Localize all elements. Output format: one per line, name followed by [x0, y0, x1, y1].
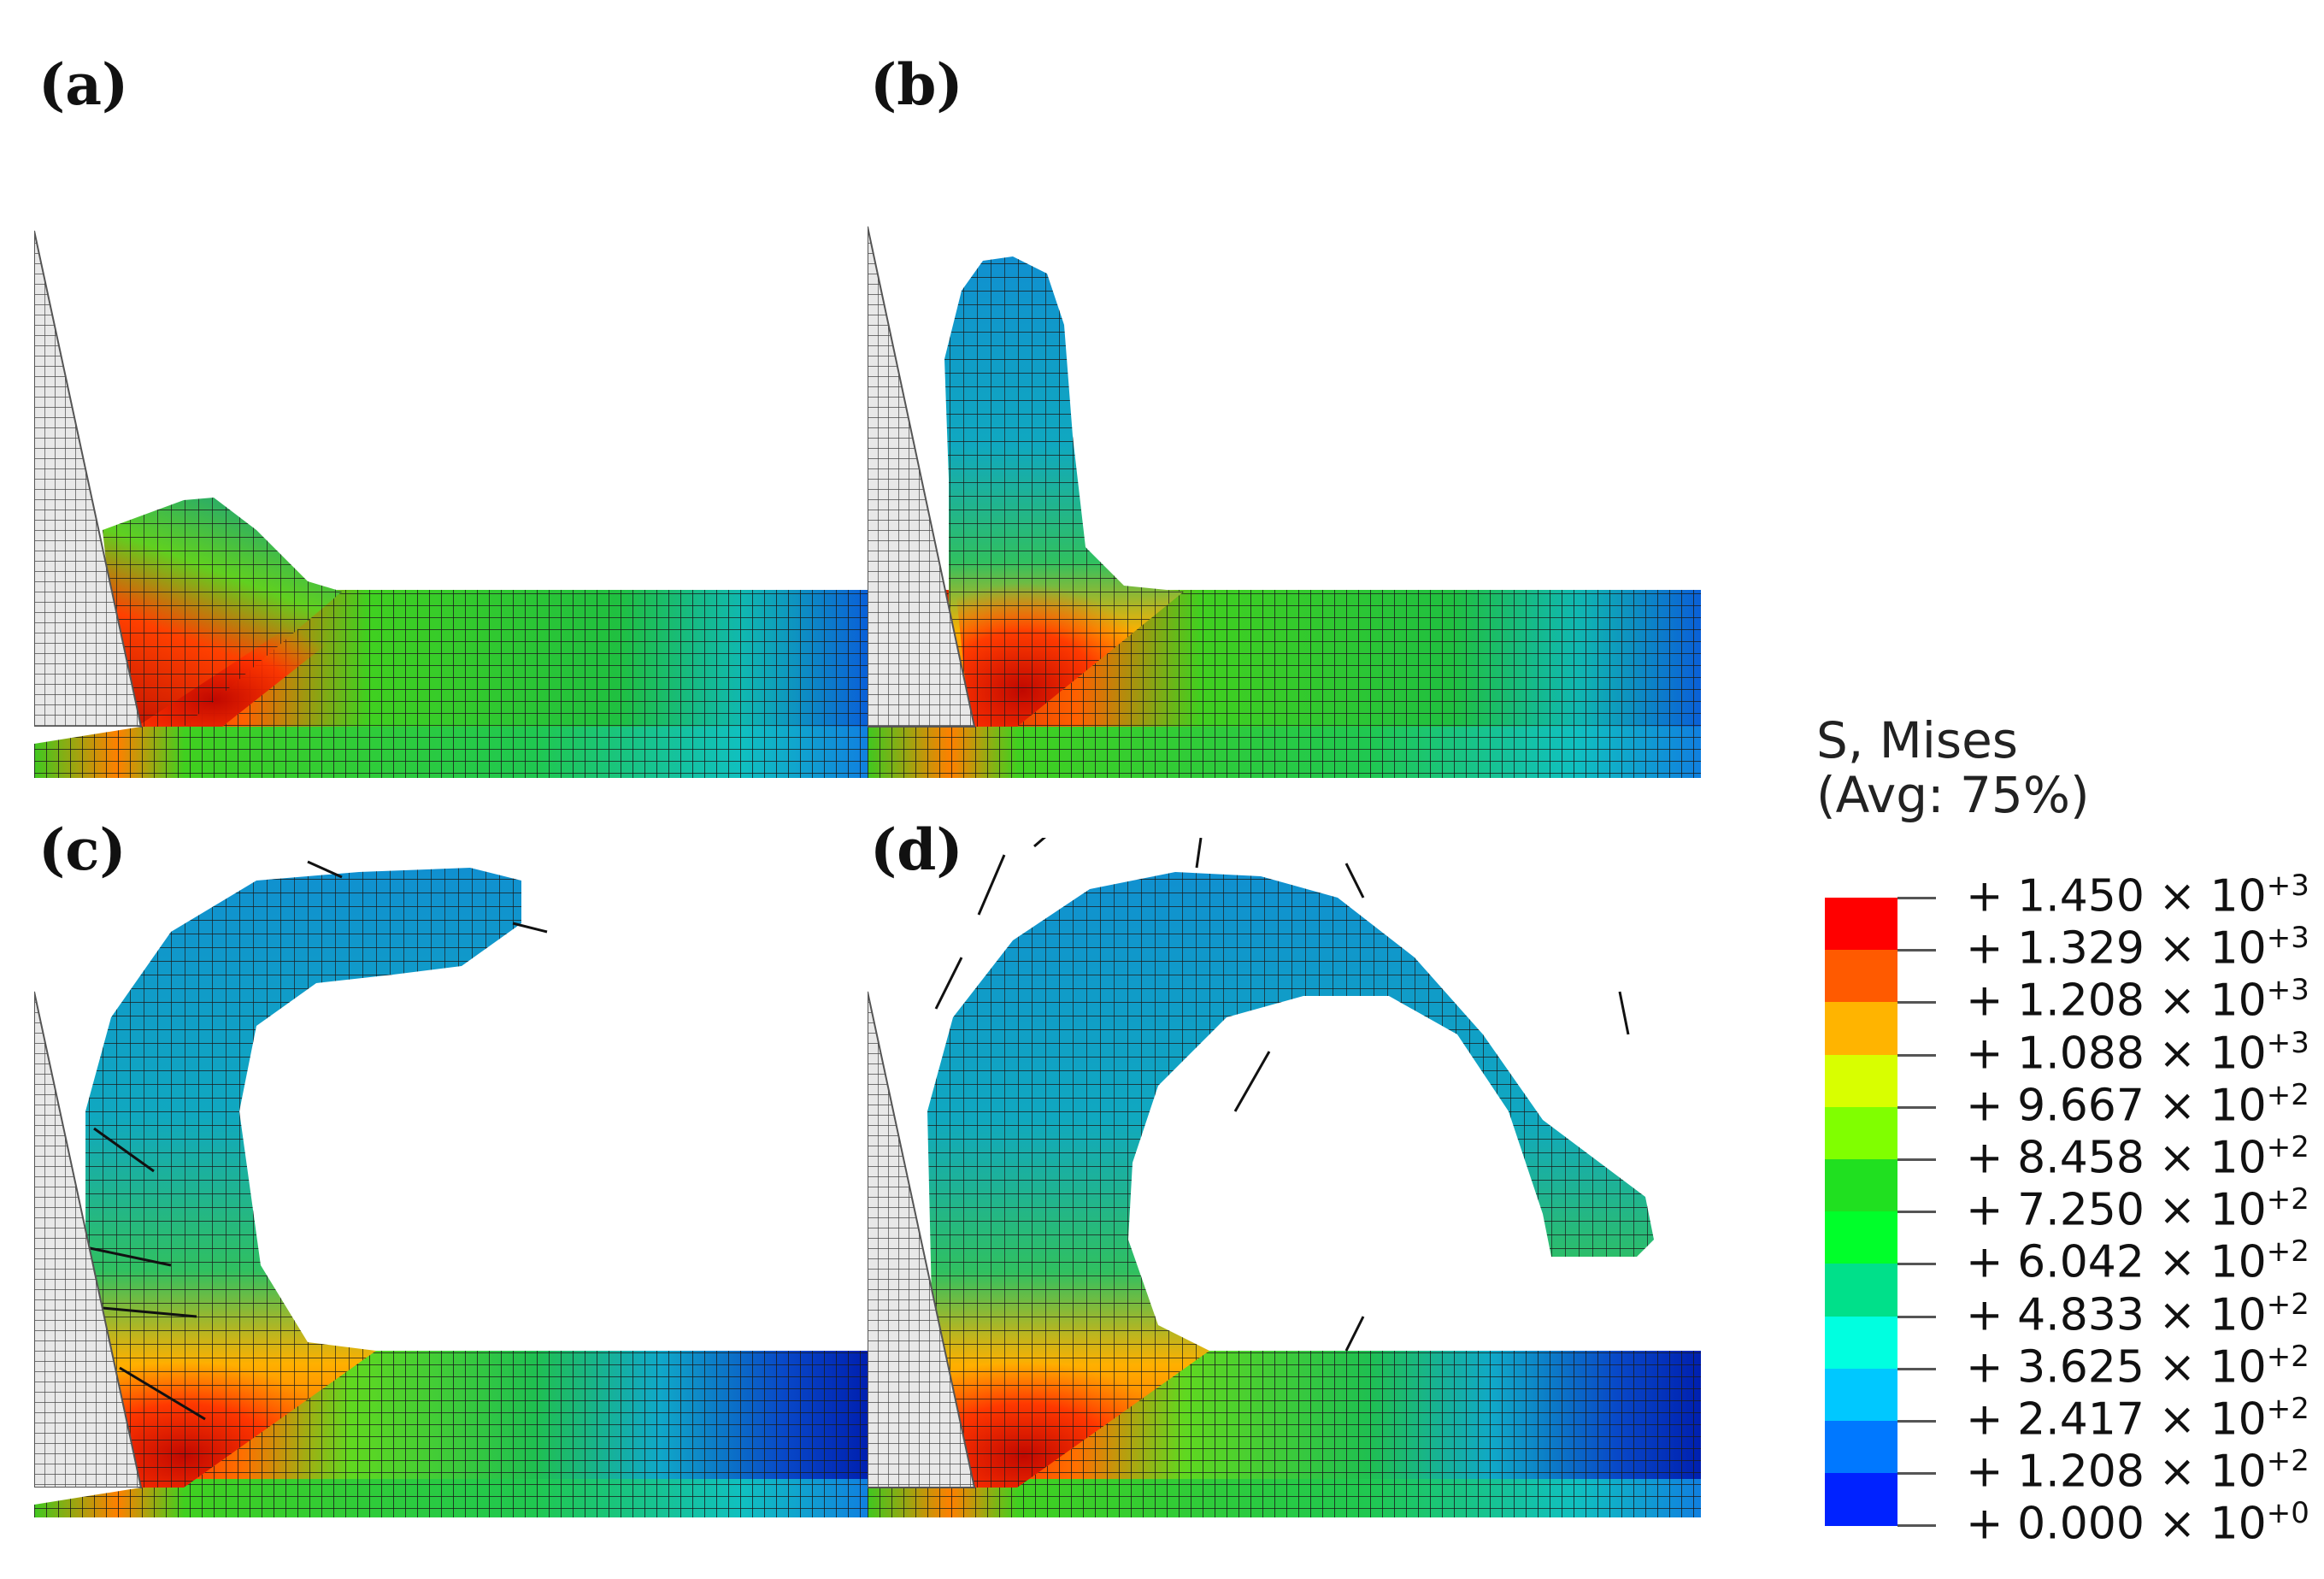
legend-entry-value: + 1.329 × 10 [1966, 922, 2267, 975]
simulation-panel-b [868, 226, 1701, 778]
legend-entry-value: + 2.417 × 10 [1966, 1393, 2267, 1446]
simulation-panel-d [868, 838, 1701, 1517]
colorbar-swatch [1825, 1368, 1897, 1422]
chip-formation [927, 838, 1654, 1488]
legend-tick [1897, 1315, 1936, 1318]
colorbar-swatch [1825, 1421, 1897, 1475]
legend-entry: + 8.458 × 10+2 [1966, 1130, 2309, 1183]
legend-tick [1897, 1053, 1936, 1057]
simulation-panel-a [34, 230, 868, 778]
legend-tick [1897, 1524, 1936, 1528]
legend-entry-exponent: +3 [2266, 869, 2309, 903]
legend-tick [1897, 1420, 1936, 1423]
legend-tick [1897, 1158, 1936, 1161]
legend-entry-value: + 6.042 × 10 [1966, 1236, 2267, 1288]
legend-entry: + 3.625 × 10+2 [1966, 1340, 2309, 1393]
legend-entry: + 6.042 × 10+2 [1966, 1234, 2309, 1287]
legend-title-line2: (Avg: 75%) [1816, 765, 2090, 824]
colorbar-swatch [1825, 1473, 1897, 1527]
legend-tick [1897, 949, 1936, 952]
panel-label-a: (a) [38, 51, 129, 118]
colorbar-swatch [1825, 1316, 1897, 1370]
legend-entry-value: + 1.450 × 10 [1966, 870, 2267, 922]
legend-entry: + 1.088 × 10+3 [1966, 1026, 2309, 1079]
chip-formation [85, 860, 548, 1488]
legend-title-line1: S, Mises [1816, 711, 2018, 769]
colorbar-swatch [1825, 1002, 1897, 1056]
legend-entry-exponent: +2 [2266, 1287, 2309, 1322]
legend-entry-value: + 9.667 × 10 [1966, 1080, 2267, 1132]
legend-entry-exponent: +2 [2266, 1444, 2309, 1479]
panel-label-b: (b) [870, 51, 963, 118]
legend-entry-value: + 0.000 × 10 [1966, 1498, 2267, 1550]
legend-entry-exponent: +0 [2266, 1496, 2309, 1531]
legend-entry: + 1.329 × 10+3 [1966, 921, 2309, 974]
legend-tick [1897, 1211, 1936, 1214]
legend-entry: + 7.250 × 10+2 [1966, 1182, 2309, 1235]
legend-entry-value: + 4.833 × 10 [1966, 1288, 2267, 1340]
chip-formation [944, 256, 1184, 727]
legend-entry: + 1.208 × 10+2 [1966, 1444, 2309, 1497]
legend-entry-value: + 1.208 × 10 [1966, 975, 2267, 1027]
colorbar-swatch [1825, 1106, 1897, 1160]
legend-tick [1897, 1105, 1936, 1109]
legend-tick [1897, 1367, 1936, 1370]
panel-label-d: (d) [870, 816, 963, 883]
legend-entry-exponent: +2 [2266, 1130, 2309, 1164]
panel-label-c: (c) [38, 816, 126, 883]
legend-entry-value: + 7.250 × 10 [1966, 1184, 2267, 1236]
legend-entry: + 9.667 × 10+2 [1966, 1078, 2309, 1131]
cutting-tool [868, 226, 976, 728]
legend-title: S, Mises (Avg: 75%) [1816, 711, 2090, 824]
legend-entry: + 1.208 × 10+3 [1966, 973, 2309, 1026]
colorbar-swatch [1825, 1159, 1897, 1213]
colorbar-swatch [1825, 898, 1897, 952]
colorbar-swatch [1825, 1211, 1897, 1265]
colorbar-swatch [1825, 1264, 1897, 1317]
legend-entry-exponent: +2 [2266, 1392, 2309, 1426]
simulation-panel-c [34, 860, 868, 1517]
legend-entry-exponent: +2 [2266, 1234, 2309, 1270]
legend-entry: + 1.450 × 10+3 [1966, 869, 2309, 922]
colorbar-swatch [1825, 950, 1897, 1004]
cutting-tool [868, 991, 976, 1488]
legend-entry-exponent: +2 [2266, 1339, 2309, 1374]
legend-entry-value: + 1.088 × 10 [1966, 1027, 2267, 1079]
legend-entry-exponent: +2 [2266, 1182, 2309, 1217]
legend-entry-value: + 8.458 × 10 [1966, 1132, 2267, 1184]
legend-entry-exponent: +3 [2266, 1025, 2309, 1060]
legend-tick [1897, 1472, 1936, 1476]
colorbar-swatch [1825, 1054, 1897, 1108]
legend-tick [1897, 897, 1936, 899]
cutting-tool [34, 230, 143, 728]
legend-entry-value: + 1.208 × 10 [1966, 1446, 2267, 1498]
legend-entry-exponent: +3 [2266, 973, 2309, 1008]
chip-formation [103, 498, 393, 727]
legend-entry-exponent: +3 [2266, 921, 2309, 956]
legend-entry: + 4.833 × 10+2 [1966, 1287, 2309, 1340]
legend-entry-value: + 3.625 × 10 [1966, 1341, 2267, 1393]
legend-tick [1897, 1001, 1936, 1005]
legend-tick [1897, 1263, 1936, 1266]
legend-entry: + 2.417 × 10+2 [1966, 1392, 2309, 1445]
legend-entry-exponent: +2 [2266, 1077, 2309, 1112]
legend-entry: + 0.000 × 10+0 [1966, 1496, 2309, 1549]
